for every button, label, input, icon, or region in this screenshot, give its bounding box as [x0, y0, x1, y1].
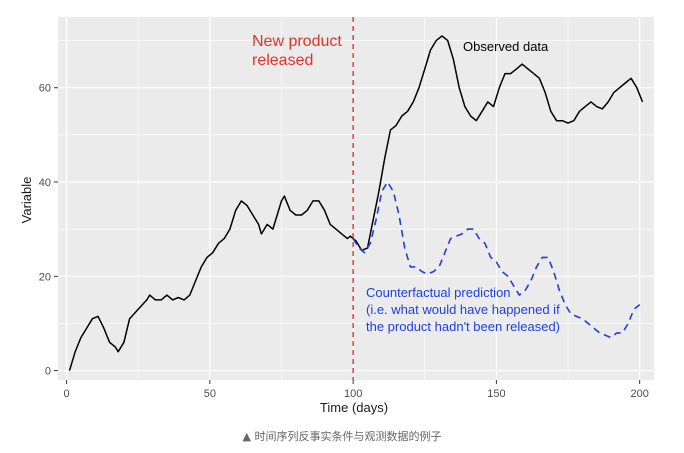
x-tick-label: 0: [64, 388, 70, 400]
y-tick-label: 0: [45, 366, 51, 378]
release-annotation-line2: released: [252, 52, 313, 69]
counterfactual-line: [352, 181, 641, 339]
y-axis-ticks: 0 20 40 60: [39, 83, 58, 378]
series-group: [68, 35, 644, 371]
observed-annotation: Observed data: [463, 39, 549, 54]
x-tick-label: 100: [344, 388, 362, 400]
y-tick-label: 40: [39, 177, 51, 189]
x-tick-label: 50: [204, 388, 216, 400]
x-axis-ticks: 0 50 100 150 200: [64, 380, 649, 400]
x-tick-label: 200: [630, 388, 648, 400]
figure-caption: ▲ 时间序列反事实条件与观测数据的例子: [243, 429, 442, 443]
observed-line: [68, 35, 644, 371]
counterfactual-annotation-line1: Counterfactual prediction: [366, 285, 511, 300]
x-axis-title: Time (days): [320, 400, 388, 415]
y-axis-title: Variable: [19, 177, 34, 224]
y-tick-label: 20: [39, 271, 51, 283]
counterfactual-annotation: Counterfactual prediction (i.e. what wou…: [366, 285, 563, 334]
x-tick-label: 150: [487, 388, 505, 400]
release-annotation: New product released: [252, 33, 346, 69]
counterfactual-annotation-line3: the product hadn't been released): [366, 319, 560, 334]
plot-panel: [58, 17, 654, 380]
y-tick-label: 60: [39, 83, 51, 95]
counterfactual-annotation-line2: (i.e. what would have happened if: [366, 302, 560, 317]
minor-gridlines: [58, 17, 654, 380]
release-annotation-line1: New product: [252, 33, 342, 50]
